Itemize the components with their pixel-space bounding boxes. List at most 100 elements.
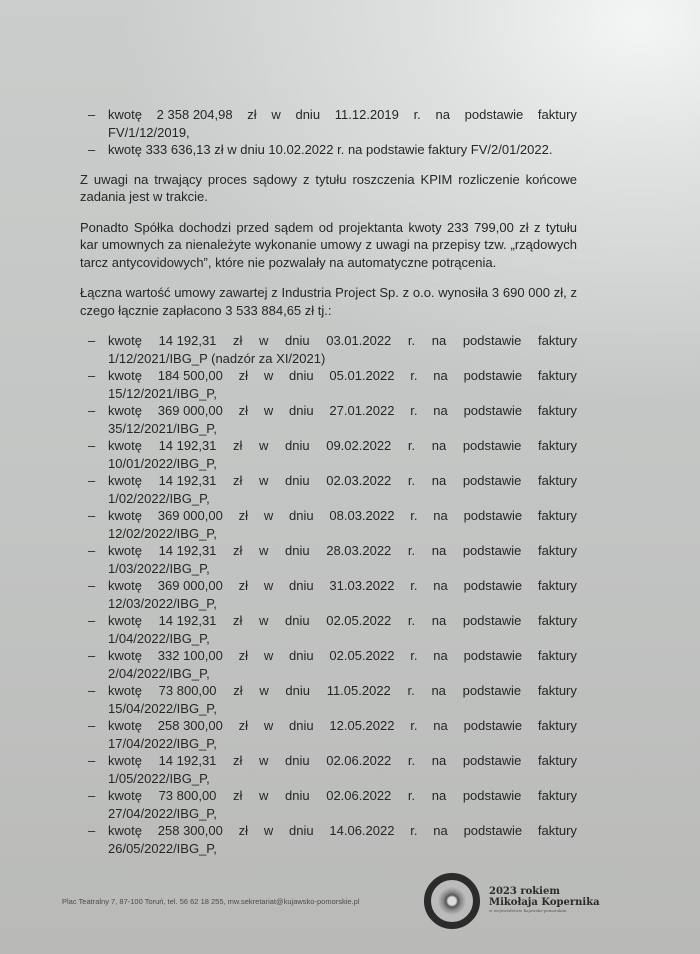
list-item: – kwotę 333 636,13 zł w dniu 10.02.2022 r…	[80, 141, 577, 159]
payment-item: – kwotę 14 192,31 zł w dniu 28.03.2022 r. na pod…	[80, 542, 577, 577]
word: podstawie	[463, 368, 523, 383]
word: dniu	[285, 683, 310, 698]
word: na	[433, 403, 448, 418]
word: kwotę	[108, 578, 142, 593]
word: na	[431, 473, 447, 488]
word: podstawie	[462, 543, 522, 558]
word: dniu	[289, 718, 314, 733]
copernicus-year-logo-icon	[424, 873, 480, 929]
list-item: – kwotę 2 358 204,98 zł w dniu 11.12.2019 r. na p…	[80, 106, 577, 141]
invoice-number: 15/12/2021/IBG_P,	[108, 385, 217, 401]
amount: 14 192,31	[158, 613, 217, 628]
date: 09.02.2022	[326, 438, 392, 453]
word: faktury	[537, 578, 577, 593]
word: podstawie	[462, 753, 522, 768]
word: r.	[410, 578, 418, 593]
word: kwotę	[108, 753, 142, 768]
word: faktury	[537, 403, 577, 418]
word: na	[431, 543, 447, 558]
amount: 14 192,31	[158, 333, 217, 348]
word: r.	[407, 788, 416, 803]
paragraph: Łączna wartość umowy zawartej z Industri…	[80, 285, 577, 318]
payment-item: – kwotę 73 800,00 zł w dniu 02.06.2022 r. na pod…	[80, 787, 577, 822]
word: zł	[238, 368, 249, 383]
word: zł	[247, 107, 257, 122]
date: 28.03.2022	[326, 543, 392, 558]
word: podstawie	[463, 718, 523, 733]
word: w	[259, 683, 269, 698]
word: dniu	[285, 753, 310, 768]
word: w	[263, 823, 274, 838]
word: zł	[238, 578, 249, 593]
word: dniu	[289, 578, 314, 593]
word: faktury	[537, 788, 577, 803]
document-body: – kwotę 2 358 204,98 zł w dniu 11.12.2019 r. na p…	[80, 106, 577, 857]
paragraph: Z uwagi na trwający proces sądowy z tytu…	[80, 171, 577, 205]
date: 02.03.2022	[326, 473, 392, 488]
word: zł	[233, 683, 243, 698]
invoice-number: 1/03/2022/IBG_P,	[108, 560, 210, 576]
amount: 14 192,31	[158, 753, 217, 768]
amount: 73 800,00	[158, 683, 217, 698]
date: 11.05.2022	[326, 683, 391, 698]
word: dniu	[289, 508, 314, 523]
footer-address: Plac Teatralny 7, 87-100 Toruń, tel. 56 …	[62, 897, 360, 906]
dash: –	[88, 333, 96, 348]
word: dniu	[285, 333, 310, 348]
invoice-number: 12/03/2022/IBG_P,	[108, 595, 217, 611]
payment-item: – kwotę 14 192,31 zł w dniu 02.05.2022 r. na pod…	[80, 612, 577, 647]
word: r.	[410, 403, 418, 418]
payment-item: – kwotę 14 192,31 zł w dniu 03.01.2022 r. na pod…	[80, 332, 577, 367]
dash: –	[88, 823, 96, 838]
word: r.	[410, 508, 418, 523]
word: faktury	[537, 107, 577, 122]
word: r.	[407, 613, 416, 628]
word: podstawie	[462, 473, 522, 488]
invoice-number: 1/05/2022/IBG_P,	[108, 770, 210, 786]
word: faktury	[537, 823, 577, 838]
word: r.	[407, 438, 416, 453]
word: r.	[410, 368, 418, 383]
payment-item: – kwotę 258 300,00 zł w dniu 14.06.2022 r. na po…	[80, 822, 577, 857]
amount: 184 500,00	[157, 368, 223, 383]
date: 05.01.2022	[329, 368, 395, 383]
item-text: kwotę 333 636,13 zł w dniu 10.02.2022 r.…	[108, 142, 553, 157]
logo-text: 2023 rokiem Mikołaja Kopernika w wojewód…	[489, 886, 600, 913]
word: kwotę	[108, 333, 142, 348]
word: kwotę	[108, 718, 142, 733]
word: dniu	[285, 613, 310, 628]
word: dniu	[295, 107, 321, 122]
word: kwotę	[108, 508, 142, 523]
amount: 369 000,00	[157, 508, 223, 523]
word: podstawie	[463, 578, 523, 593]
word: faktury	[537, 368, 577, 383]
date: 08.03.2022	[329, 508, 395, 523]
word: na	[433, 718, 448, 733]
amount: 258 300,00	[157, 823, 223, 838]
word: zł	[238, 508, 249, 523]
word: podstawie	[462, 683, 522, 698]
amount: 14 192,31	[158, 438, 217, 453]
date: 31.03.2022	[329, 578, 395, 593]
word: dniu	[285, 788, 310, 803]
word: w	[259, 753, 269, 768]
invoice-number: 15/04/2022/IBG_P,	[108, 700, 217, 716]
word: kwotę	[108, 473, 142, 488]
amount: 332 100,00	[157, 648, 223, 663]
word: w	[263, 508, 274, 523]
word: r.	[407, 473, 416, 488]
word: faktury	[537, 508, 577, 523]
word: kwotę	[108, 368, 142, 383]
word: na	[431, 753, 447, 768]
invoice-number: 1/04/2022/IBG_P,	[108, 630, 210, 646]
invoice-number: 2/04/2022/IBG_P,	[108, 665, 210, 681]
word: zł	[238, 403, 249, 418]
word: na	[433, 648, 448, 663]
word: r.	[407, 543, 416, 558]
word: zł	[238, 648, 249, 663]
word: r.	[410, 648, 418, 663]
word: w	[271, 107, 281, 122]
dash: –	[88, 578, 96, 593]
word: w	[259, 613, 269, 628]
dash: –	[88, 438, 96, 453]
